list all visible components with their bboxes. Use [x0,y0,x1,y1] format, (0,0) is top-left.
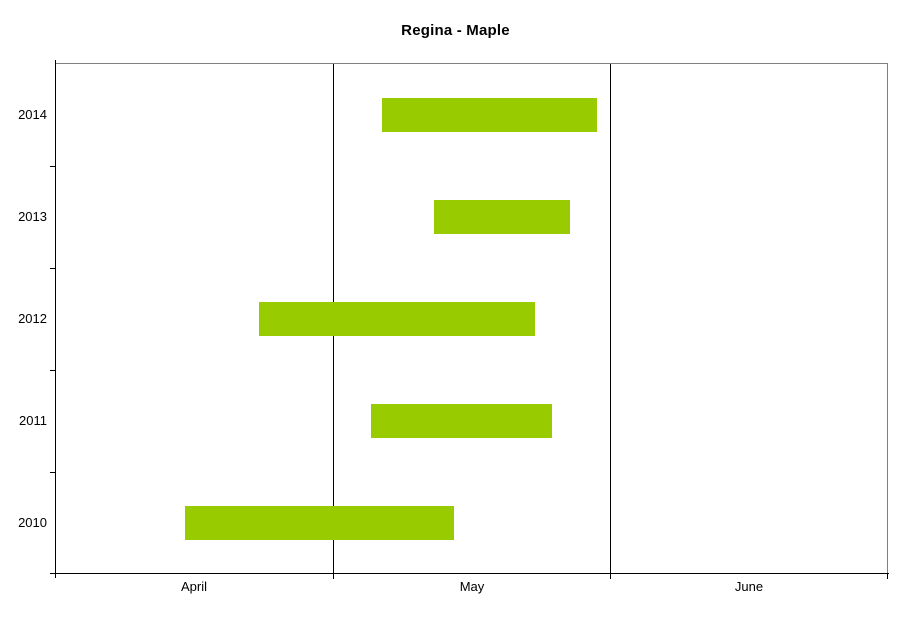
year-label-2013: 2013 [18,209,47,224]
chart-title: Regina - Maple [401,22,510,39]
year-label-2011: 2011 [19,413,47,428]
month-label-may: May [459,579,485,594]
y-axis-tick [50,370,55,371]
month-label-june: June [734,579,764,594]
bar-2010 [185,506,454,540]
x-axis-end-tick [887,574,888,579]
bar-2011 [371,404,552,438]
year-label-2014: 2014 [18,107,47,122]
year-label-2010: 2010 [18,515,47,530]
x-axis [50,573,889,574]
y-axis [55,60,56,578]
year-label-2012: 2012 [18,311,47,326]
y-axis-tick [50,166,55,167]
bar-2014 [382,98,597,132]
y-axis-tick [50,472,55,473]
bar-2013 [434,200,570,234]
month-label-april: April [180,579,207,594]
bar-2012 [259,302,535,336]
plot-area [50,63,888,579]
month-gridline [610,64,611,579]
y-axis-tick [50,268,55,269]
